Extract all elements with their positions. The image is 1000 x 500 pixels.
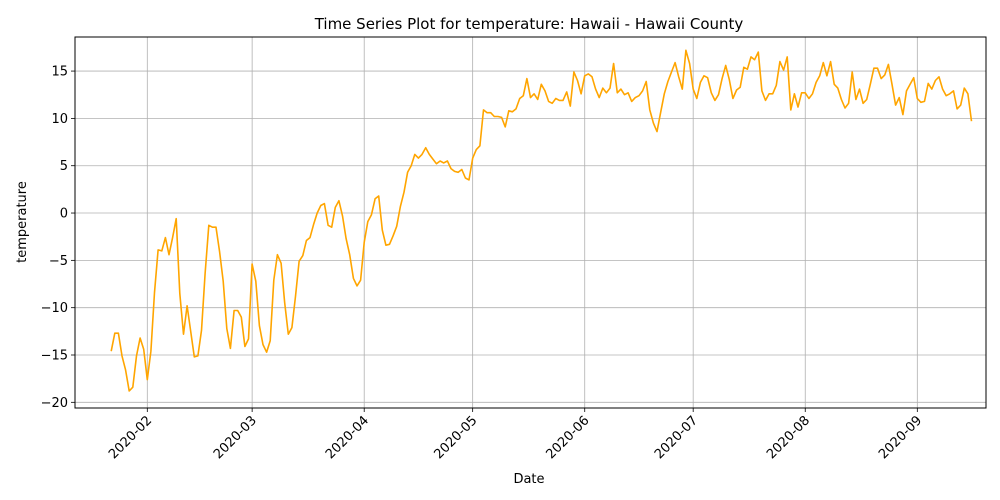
y-tick-label: 5 <box>60 159 68 174</box>
series-layer <box>110 49 973 392</box>
y-tick-label: −10 <box>41 301 68 316</box>
y-tick-label: 0 <box>60 207 68 222</box>
y-tick-label: 10 <box>51 112 68 127</box>
y-axis-label: temperature <box>15 181 30 263</box>
series-line-temperature <box>110 49 973 392</box>
y-tick-label: −15 <box>41 349 68 364</box>
chart-title: Time Series Plot for temperature: Hawaii… <box>314 15 744 33</box>
y-tick-label: −5 <box>49 254 68 269</box>
y-tick-label: −20 <box>41 396 68 411</box>
y-axis: −20 −15 −10 −5 0 5 10 15 <box>41 65 75 411</box>
plot-frame <box>74 36 987 409</box>
y-tick-label: 15 <box>51 65 68 80</box>
x-axis-label: Date <box>513 472 544 487</box>
